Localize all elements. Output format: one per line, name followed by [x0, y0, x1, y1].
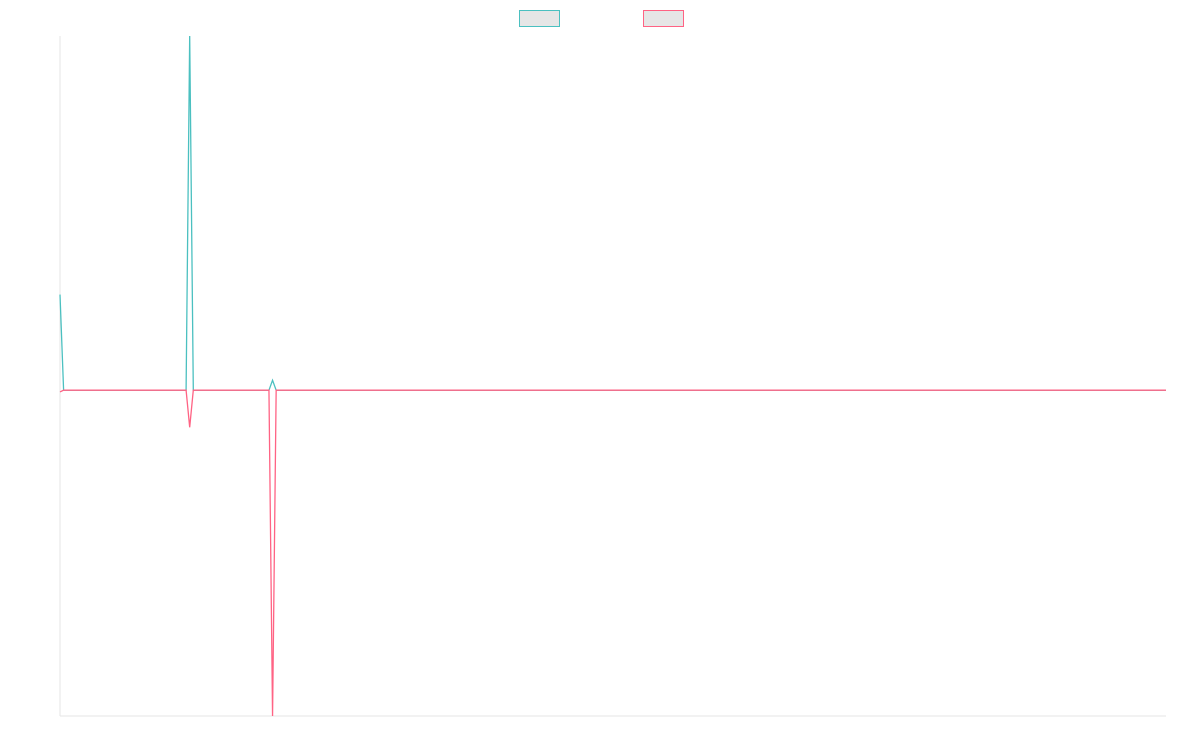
legend-swatch[interactable] [643, 10, 684, 27]
data-line [59, 35, 1166, 391]
data-line [59, 389, 1166, 717]
legend-swatch[interactable] [519, 10, 560, 27]
